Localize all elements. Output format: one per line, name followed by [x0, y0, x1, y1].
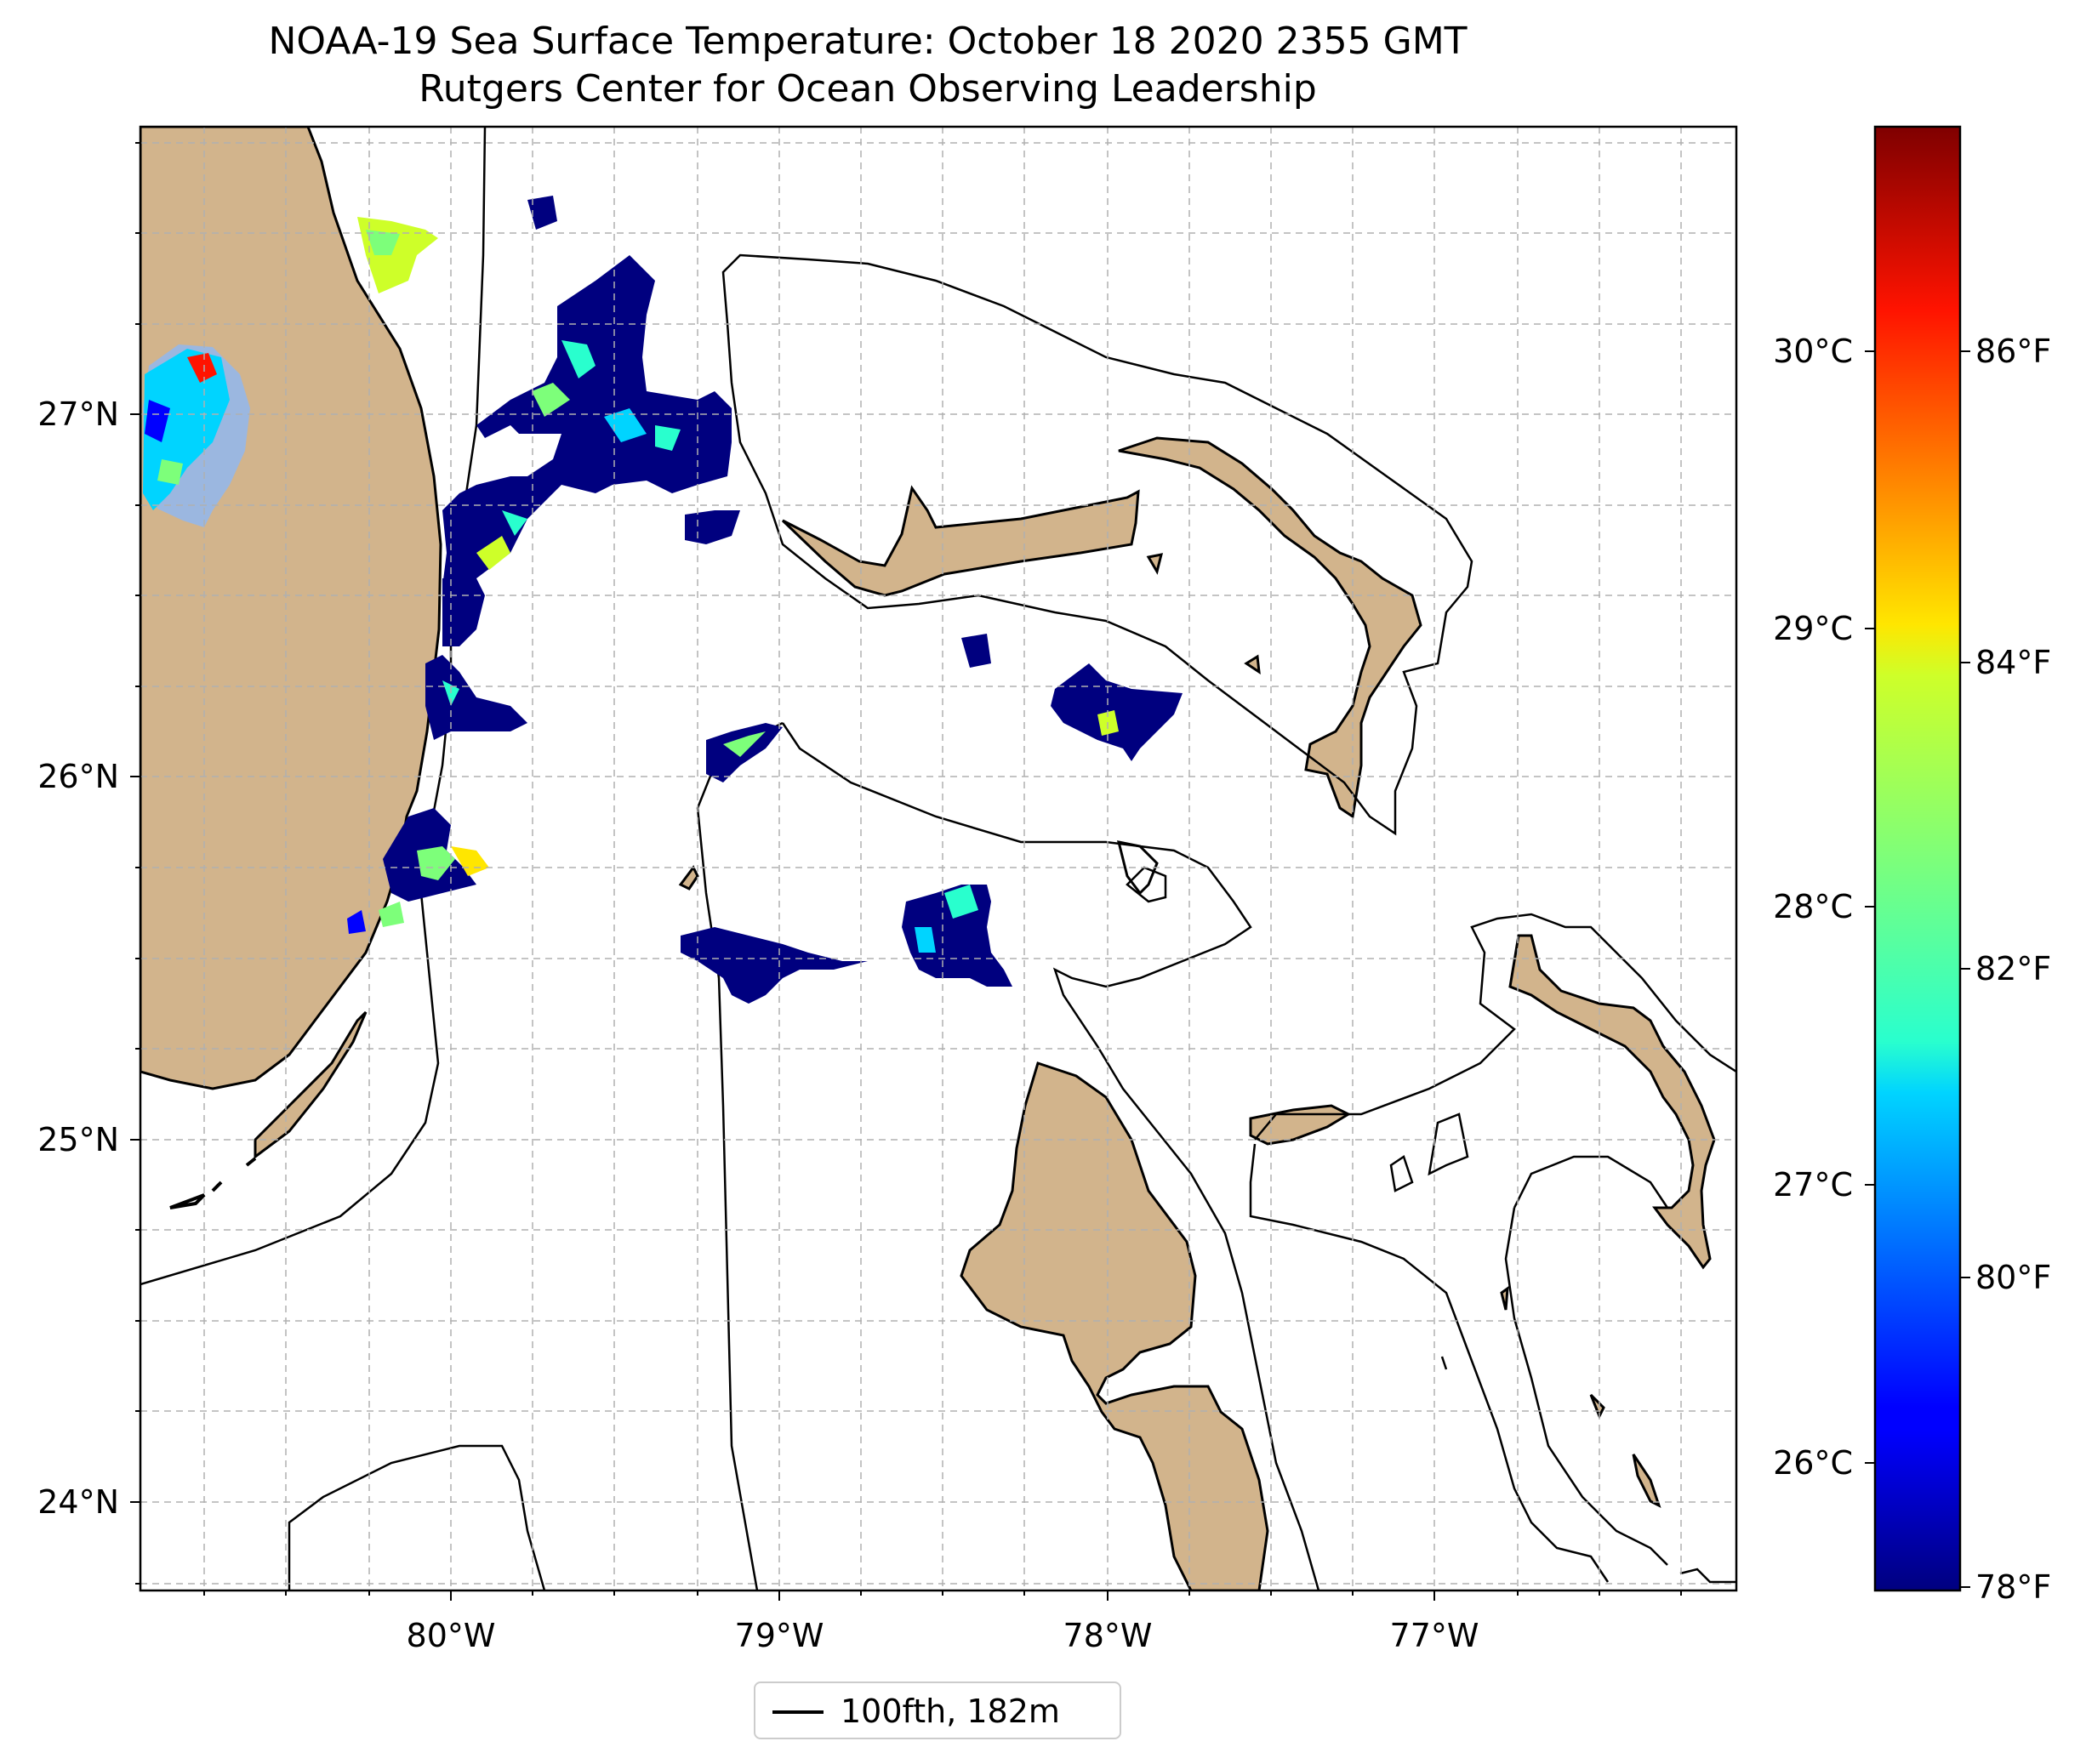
andros-island [960, 1061, 1269, 1590]
colorbar-tick-80f: 80°F [1975, 1259, 2051, 1296]
map-subtitle: Rutgers Center for Ocean Observing Leade… [419, 67, 1317, 111]
colorbar-tick-27c: 27°C [1773, 1166, 1853, 1204]
lat-label-24n: 24°N [37, 1483, 119, 1521]
map-title: NOAA-19 Sea Surface Temperature: October… [268, 20, 1468, 63]
colorbar-tick-28c: 28°C [1773, 888, 1853, 925]
colorbar-tick-86f: 86°F [1975, 333, 2051, 370]
colorbar-tick-78f: 78°F [1975, 1568, 2051, 1606]
colorbar-tick-26c: 26°C [1773, 1444, 1853, 1482]
colorbar-tick-30c: 30°C [1773, 333, 1853, 370]
legend-label: 100fth, 182m [841, 1693, 1060, 1730]
eleuthera-island [1508, 934, 1716, 1270]
grand-bahama [781, 485, 1140, 597]
sst-data [143, 196, 1183, 1004]
colorbar: 30°C 29°C 28°C 27°C 26°C 86°F 84°F 82°F … [1773, 125, 2051, 1606]
legend-line-swatch [772, 1710, 824, 1714]
colorbar-tick-29c: 29°C [1773, 610, 1853, 647]
map-frame [139, 125, 1738, 1592]
colorbar-tick-82f: 82°F [1975, 950, 2051, 987]
lat-label-25n: 25°N [37, 1121, 119, 1158]
lat-label-26n: 26°N [37, 758, 119, 795]
gridlines [140, 127, 1736, 1590]
lon-label-78w: 78°W [1063, 1617, 1153, 1654]
colorbar-tick-84f: 84°F [1975, 644, 2051, 681]
lat-label-27n: 27°N [37, 395, 119, 433]
berry-islands [1116, 840, 1159, 896]
legend: 100fth, 182m [754, 1681, 1121, 1739]
lon-label-79w: 79°W [735, 1617, 824, 1654]
abaco-islands [1118, 436, 1422, 819]
florida-keys [254, 1010, 368, 1159]
lon-label-80w: 80°W [407, 1617, 496, 1654]
lon-label-77w: 77°W [1390, 1617, 1479, 1654]
